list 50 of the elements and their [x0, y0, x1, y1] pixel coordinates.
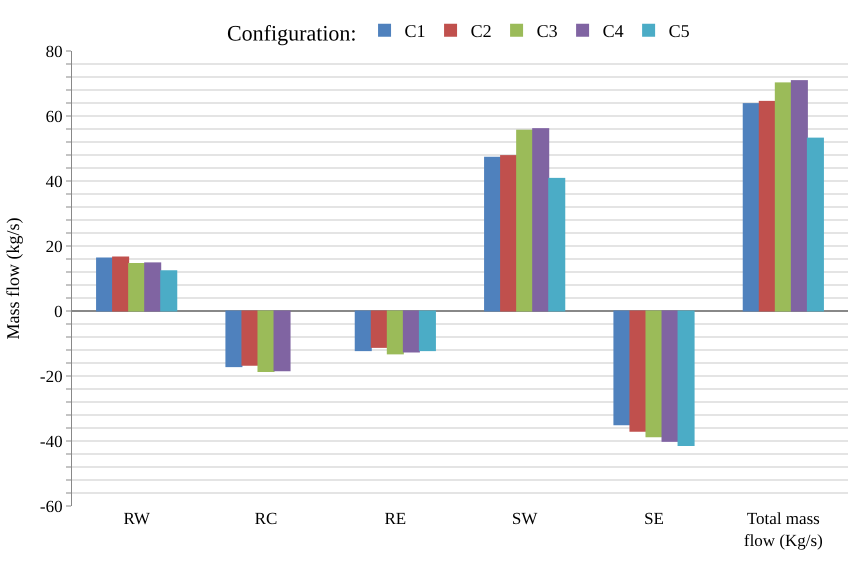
legend-label: C2: [470, 21, 492, 42]
bar: [806, 138, 824, 312]
bar: [370, 310, 388, 348]
bar: [516, 130, 534, 312]
bar: [790, 80, 808, 312]
bar: [402, 310, 420, 352]
bar: [257, 310, 275, 372]
legend-label: C3: [536, 21, 558, 42]
bar: [386, 310, 404, 354]
y-tick-label: -20: [40, 366, 63, 386]
bar: [548, 178, 566, 312]
bar: [774, 82, 792, 312]
y-axis-title: Mass flow (kg/s): [3, 218, 24, 340]
bar: [144, 262, 162, 312]
bar: [629, 310, 646, 432]
bar: [678, 310, 695, 446]
y-tick-label: 60: [46, 106, 63, 126]
y-tick-label: 20: [46, 236, 63, 256]
x-tick-label: RC: [254, 509, 278, 528]
x-tick-label: SW: [512, 509, 538, 528]
x-tick-label: RW: [123, 509, 151, 528]
x-tick-label: SE: [644, 509, 664, 528]
legend-title: Configuration:: [227, 20, 357, 46]
bar: [645, 310, 663, 438]
y-tick-label: 0: [54, 302, 63, 321]
bar: [532, 128, 550, 312]
bar: [112, 256, 130, 312]
bar: [500, 155, 518, 312]
bar: [613, 310, 630, 426]
bar: [96, 258, 114, 312]
bar: [274, 310, 291, 372]
bar: [742, 103, 760, 312]
legend-label: C1: [404, 21, 426, 42]
y-tick-label: -60: [40, 496, 63, 516]
x-tick-label: RE: [384, 509, 406, 528]
y-tick-label: 80: [46, 42, 63, 61]
y-tick-label: -40: [40, 432, 63, 451]
legend-label: C5: [668, 21, 690, 42]
bar: [662, 310, 679, 442]
bar: [241, 310, 258, 366]
bar: [484, 156, 502, 312]
legend-label: C4: [602, 21, 624, 42]
bar: [418, 310, 436, 352]
bar: [758, 100, 776, 312]
bar: [225, 310, 242, 368]
y-tick-label: 40: [46, 172, 63, 191]
bar: [128, 263, 146, 312]
x-tick-label: Total mass flow (Kg/s): [744, 509, 823, 550]
bar: [160, 270, 178, 312]
bar: [354, 310, 372, 352]
